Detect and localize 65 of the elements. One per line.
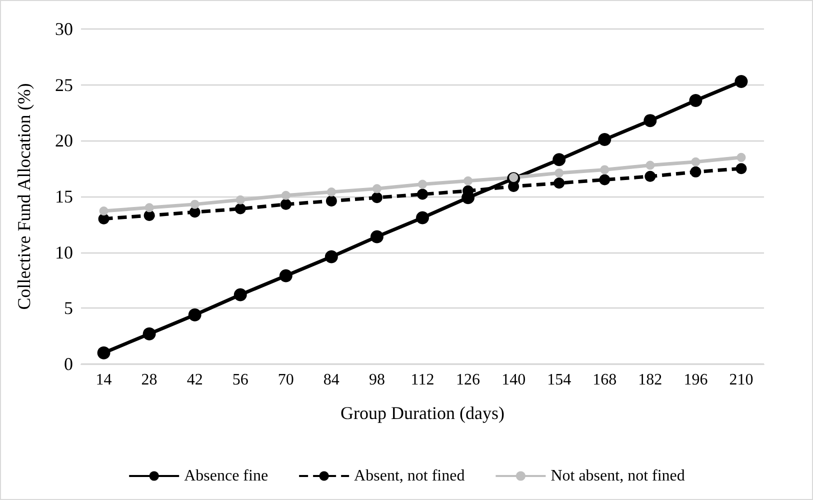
point (326, 188, 336, 197)
point (97, 346, 110, 360)
y-tick-label: 20 (55, 130, 73, 151)
x-tick-label: 84 (323, 372, 340, 388)
legend-label: Absent, not fined (354, 468, 465, 484)
point (554, 168, 564, 178)
point (234, 288, 247, 302)
x-tick-label: 196 (684, 372, 708, 388)
x-tick-label: 56 (232, 372, 248, 388)
point (324, 250, 338, 264)
point (598, 133, 612, 146)
legend-label: Not absent, not fined (550, 468, 685, 484)
point (190, 200, 200, 209)
y-tick-label: 15 (55, 186, 73, 206)
x-tick-label: 126 (456, 372, 480, 388)
x-tick-label: 28 (141, 372, 158, 388)
legend-label: Absence fine (184, 468, 268, 484)
point (689, 94, 702, 107)
point (142, 327, 156, 340)
point (370, 230, 384, 244)
point (644, 170, 656, 182)
point (144, 203, 154, 212)
x-axis-title: Group Duration (days) (340, 403, 504, 423)
point (464, 176, 473, 186)
y-tick-label: 5 (64, 298, 73, 318)
x-tick-label: 154 (547, 372, 572, 388)
point (644, 114, 657, 128)
point (417, 188, 428, 200)
point (99, 206, 108, 216)
point (416, 211, 429, 224)
x-tick-label: 42 (186, 372, 203, 388)
point (188, 308, 202, 322)
point (280, 198, 292, 210)
point (691, 157, 700, 166)
point (279, 269, 292, 282)
point (372, 184, 382, 194)
x-tick-label: 98 (368, 372, 385, 388)
point (734, 74, 748, 88)
x-tick-label: 14 (96, 372, 112, 388)
x-tick-label: 210 (729, 372, 754, 388)
point (736, 152, 746, 162)
point (236, 195, 245, 204)
y-axis-title: Collective Fund Allocation (%) (14, 83, 34, 310)
point (371, 192, 382, 204)
point (690, 166, 702, 178)
point (234, 203, 246, 214)
y-tick-label: 25 (55, 74, 73, 95)
point (554, 178, 565, 189)
point (599, 174, 610, 186)
y-tick-label: 30 (55, 19, 73, 39)
point (418, 180, 427, 189)
point (736, 163, 747, 174)
y-tick-label: 0 (64, 354, 73, 374)
point (552, 153, 566, 166)
point (600, 165, 610, 174)
x-tick-label: 140 (502, 372, 526, 388)
x-tick-label: 168 (592, 372, 617, 388)
point (281, 190, 290, 200)
y-tick-label: 10 (55, 242, 73, 262)
point (326, 195, 337, 206)
point (98, 213, 110, 224)
x-tick-label: 112 (410, 372, 434, 388)
x-tick-label: 70 (278, 372, 294, 388)
x-tick-label: 182 (638, 372, 662, 388)
point (646, 160, 655, 170)
